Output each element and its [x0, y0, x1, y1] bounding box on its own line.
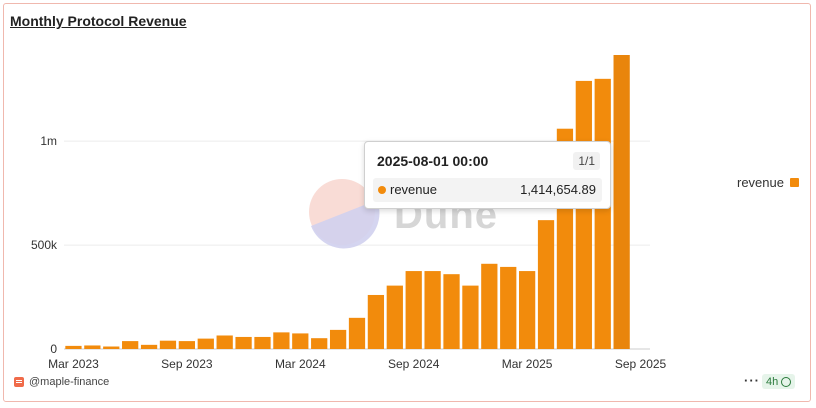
bar-2024-11[interactable] — [443, 274, 460, 349]
x-tick-label: Sep 2025 — [615, 357, 667, 371]
bar-2023-05[interactable] — [103, 346, 120, 349]
x-tick-label: Sep 2023 — [161, 357, 213, 371]
watermark-wedge — [311, 200, 380, 249]
bar-2025-06[interactable] — [575, 80, 592, 349]
more-options-button[interactable]: ··· — [744, 373, 760, 388]
series-dot-icon — [378, 186, 386, 194]
legend[interactable]: revenue — [737, 175, 799, 190]
tooltip: 2025-08-01 00:00 1/1 revenue 1,414,654.8… — [364, 141, 611, 209]
y-axis-ticks: 0 500k 1m — [31, 134, 58, 356]
bar-2024-10[interactable] — [424, 271, 441, 349]
tooltip-value: 1,414,654.89 — [520, 182, 596, 197]
y-tick-label: 500k — [31, 238, 58, 252]
refresh-badge[interactable]: 4h — [762, 374, 796, 389]
chart-title[interactable]: Monthly Protocol Revenue — [10, 13, 187, 29]
tooltip-date: 2025-08-01 00:00 — [377, 153, 489, 169]
x-tick-label: Mar 2024 — [275, 357, 326, 371]
bar-2025-07[interactable] — [594, 78, 611, 349]
legend-label: revenue — [737, 175, 784, 190]
bar-2023-06[interactable] — [122, 341, 139, 349]
bar-2023-08[interactable] — [159, 340, 177, 349]
bar-2024-05[interactable] — [329, 329, 347, 349]
bar-2024-01[interactable] — [254, 336, 271, 349]
tooltip-series: revenue — [390, 182, 437, 197]
x-tick-label: Mar 2023 — [48, 357, 99, 371]
footer-owner[interactable]: @maple-finance — [14, 376, 109, 388]
x-axis-ticks: Mar 2023 Sep 2023 Mar 2024 Sep 2024 Mar 2025… — [48, 357, 666, 371]
bar-2025-01[interactable] — [481, 263, 498, 349]
y-tick-label: 0 — [50, 342, 57, 356]
watermark-logo — [309, 179, 380, 249]
bar-2024-04[interactable] — [311, 338, 328, 349]
refresh-interval: 4h — [766, 375, 779, 388]
bar-2025-02[interactable] — [500, 266, 517, 349]
legend-swatch-icon — [789, 178, 799, 187]
bar-2023-04[interactable] — [84, 345, 101, 349]
bar-2024-09[interactable] — [405, 271, 422, 349]
check-circle-icon — [781, 376, 792, 387]
x-tick-label: Mar 2025 — [502, 357, 553, 371]
bar-2024-02[interactable] — [273, 332, 290, 349]
bar-2024-12[interactable] — [462, 285, 479, 349]
y-tick-label: 1m — [40, 134, 57, 148]
bar-2023-10[interactable] — [197, 338, 214, 349]
tooltip-page: 1/1 — [573, 152, 600, 170]
bar-2023-12[interactable] — [235, 336, 252, 349]
tooltip-row: revenue 1,414,654.89 — [373, 178, 602, 202]
x-tick-label: Sep 2024 — [388, 357, 440, 371]
owner-handle: @maple-finance — [29, 376, 110, 388]
bar-2023-07[interactable] — [140, 344, 158, 349]
bar-2025-03[interactable] — [519, 271, 536, 349]
bar-2024-06[interactable] — [348, 317, 366, 349]
bar-2024-08[interactable] — [386, 285, 403, 349]
bar-2024-03[interactable] — [292, 333, 309, 349]
bar-2023-11[interactable] — [216, 335, 233, 349]
bar-2024-07[interactable] — [367, 294, 385, 349]
bar-2023-03[interactable] — [65, 345, 82, 349]
bar-2023-09[interactable] — [178, 341, 195, 349]
bar-series — [65, 55, 630, 349]
bar-2025-08[interactable] — [613, 55, 630, 349]
bar-2025-04[interactable] — [537, 220, 555, 349]
dune-logo-icon — [14, 377, 24, 387]
